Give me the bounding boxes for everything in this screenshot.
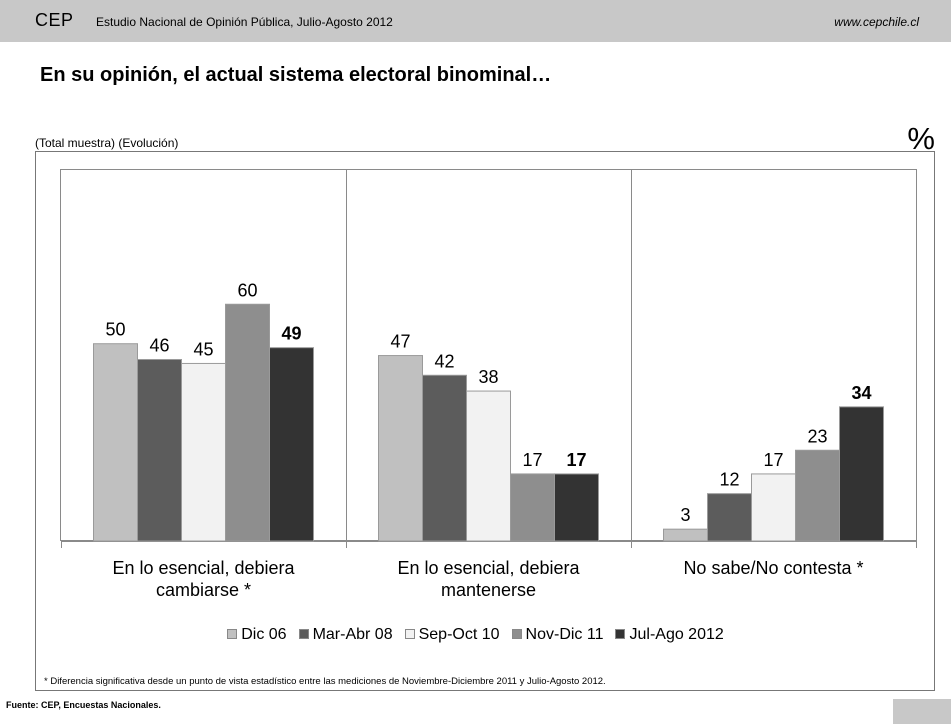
bar	[510, 473, 555, 542]
header-bar: CEP Estudio Nacional de Opinión Pública,…	[0, 0, 951, 42]
data-label: 17	[566, 450, 586, 470]
legend-label: Dic 06	[241, 626, 287, 643]
website-link[interactable]: www.cepchile.cl	[834, 15, 919, 29]
source-note: Fuente: CEP, Encuestas Nacionales.	[6, 700, 161, 710]
data-label: 46	[149, 336, 169, 356]
legend-label: Sep-Oct 10	[418, 626, 500, 643]
bar	[422, 374, 467, 542]
data-label: 45	[193, 339, 213, 359]
data-label: 17	[522, 450, 542, 470]
bar	[137, 359, 182, 542]
bar	[554, 473, 599, 542]
legend-swatch	[298, 629, 309, 639]
category-label: En lo esencial, debiera	[397, 558, 580, 578]
legend-swatch	[615, 629, 626, 639]
legend-item: Sep-Oct 10	[404, 626, 500, 644]
legend-item: Mar-Abr 08	[298, 626, 393, 644]
legend-swatch	[227, 629, 238, 639]
legend-swatch	[404, 629, 415, 639]
category-label: No sabe/No contesta *	[683, 558, 863, 578]
bar	[269, 347, 314, 542]
brand-logo-text: CEP	[35, 10, 74, 30]
sample-note: (Total muestra) (Evolución)	[35, 136, 179, 150]
data-label: 23	[807, 426, 827, 446]
legend-label: Mar-Abr 08	[312, 626, 393, 643]
category-label: cambiarse *	[156, 580, 251, 600]
data-label: 17	[763, 450, 783, 470]
legend-label: Jul-Ago 2012	[629, 626, 724, 643]
data-label: 12	[719, 470, 739, 490]
bar	[663, 528, 708, 542]
legend-swatch	[511, 629, 522, 639]
bar	[378, 355, 423, 542]
page-title: En su opinión, el actual sistema elector…	[40, 64, 552, 86]
data-label: 60	[237, 280, 257, 300]
data-label: 38	[478, 367, 498, 387]
legend-item: Jul-Ago 2012	[615, 626, 724, 644]
data-label: 47	[390, 332, 410, 352]
data-label: 3	[680, 505, 690, 525]
data-label: 34	[851, 383, 871, 403]
legend-item: Dic 06	[227, 626, 287, 644]
percent-symbol: %	[907, 121, 935, 156]
survey-subtitle: Estudio Nacional de Opinión Pública, Jul…	[96, 15, 393, 29]
bar	[707, 493, 752, 542]
category-label: En lo esencial, debiera	[112, 558, 295, 578]
bar	[839, 406, 884, 542]
bar	[751, 473, 796, 542]
category-label: mantenerse	[441, 580, 536, 600]
bar	[466, 390, 511, 542]
corner-decoration	[893, 699, 951, 724]
data-label: 49	[281, 324, 301, 344]
chart-legend: Dic 06 Mar-Abr 08 Sep-Oct 10 Nov-Dic 11 Jul-…	[0, 626, 951, 644]
legend-label: Nov-Dic 11	[525, 626, 604, 643]
data-label: 42	[434, 351, 454, 371]
bar	[181, 362, 226, 542]
chart-frame	[35, 151, 935, 691]
data-label: 50	[105, 320, 125, 340]
bar	[225, 303, 270, 542]
legend-item: Nov-Dic 11	[511, 626, 604, 644]
footnote: * Diferencia significativa desde un punt…	[44, 676, 606, 687]
bar	[93, 343, 138, 542]
bar	[795, 449, 840, 542]
